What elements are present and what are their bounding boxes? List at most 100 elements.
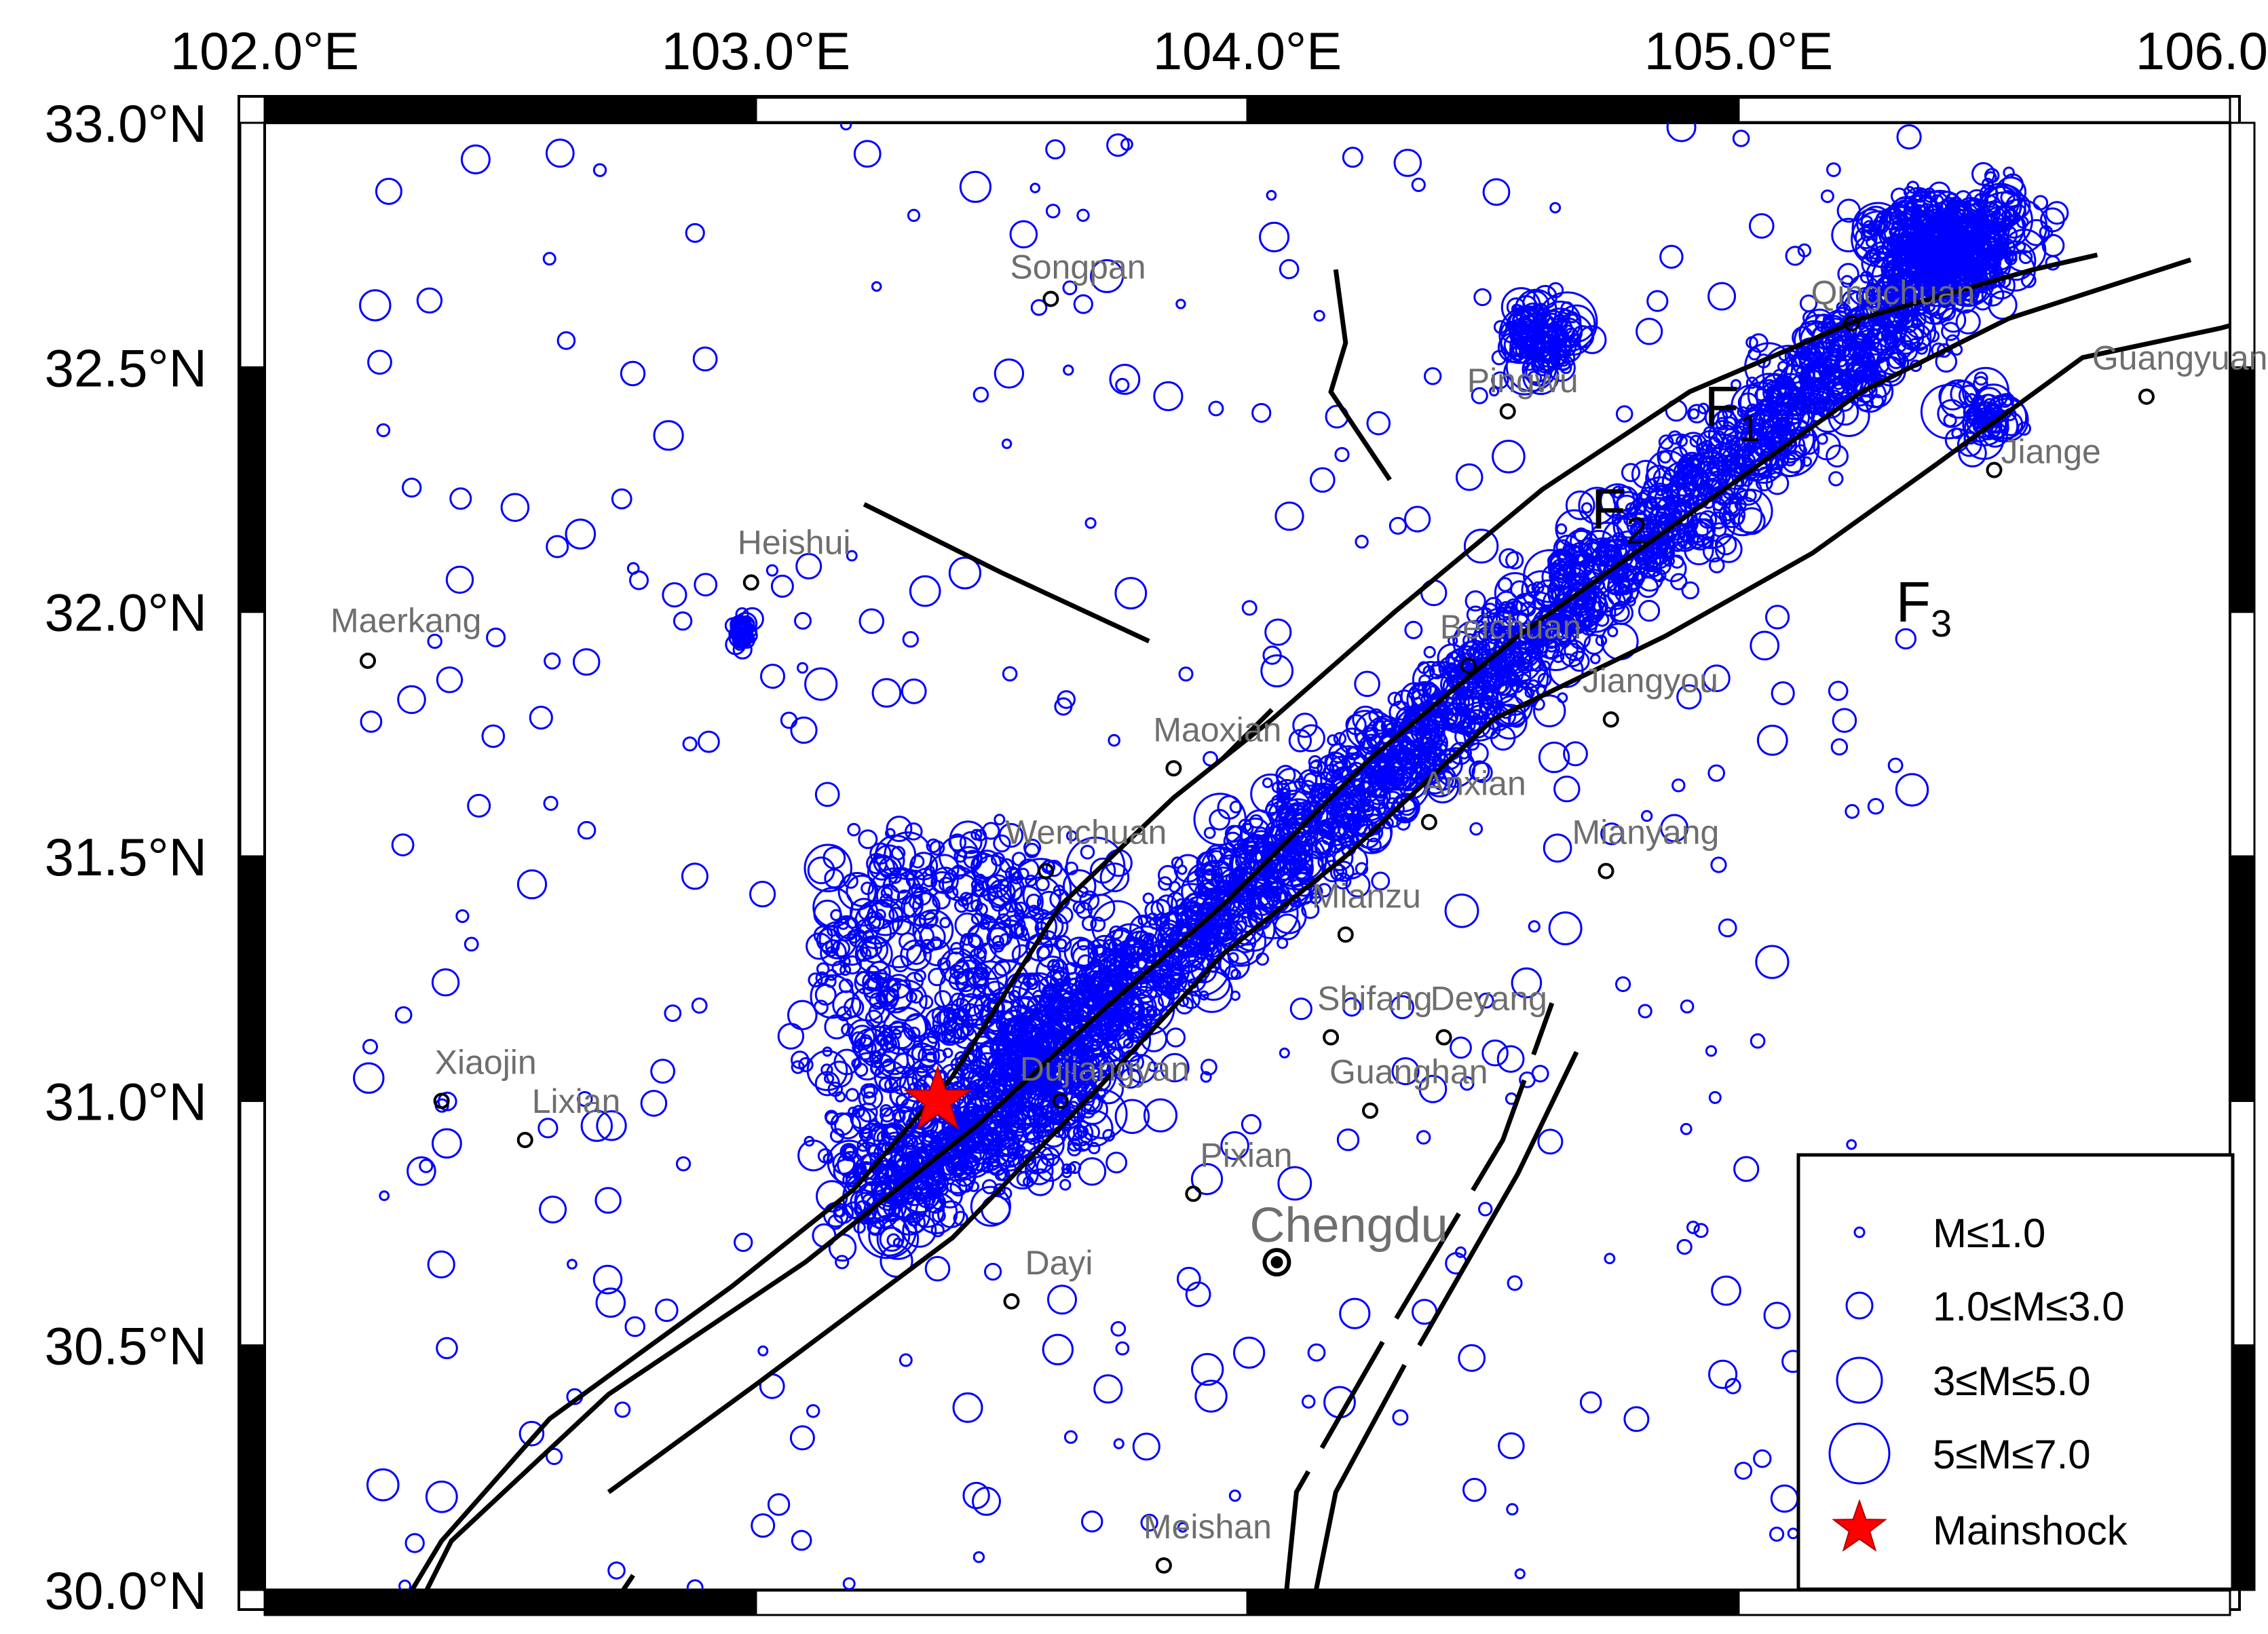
city-label: Jiange xyxy=(2001,433,2100,471)
city-label: Songpan xyxy=(1010,248,1146,286)
event-circle xyxy=(1463,529,1499,564)
event-circle xyxy=(1539,660,1551,672)
event-circle xyxy=(1464,590,1486,612)
lat-tick-label: 32.5°N xyxy=(45,338,207,398)
event-circle xyxy=(1565,490,1595,520)
event-circle xyxy=(1826,444,1849,468)
city-label: Guanghan xyxy=(1329,1053,1488,1091)
city-label: Heishui xyxy=(738,523,851,561)
city-label: Lixian xyxy=(532,1082,621,1120)
event-circle xyxy=(1368,708,1384,724)
lon-tick-label: 106.0°E xyxy=(2136,21,2268,81)
city-label: Anxian xyxy=(1422,765,1526,803)
event-circle xyxy=(1731,379,1741,390)
event-circle xyxy=(1555,509,1594,548)
city-label: Pixian xyxy=(1200,1136,1292,1174)
legend-label-m5-7: 5≤M≤7.0 xyxy=(1933,1432,2091,1477)
event-circle xyxy=(1326,843,1354,871)
frame-bottom-seg xyxy=(755,1589,1249,1616)
city-label: Xiaojin xyxy=(435,1043,537,1081)
event-circle xyxy=(1799,294,1818,313)
city-label: Maerkang xyxy=(330,602,481,640)
event-circle xyxy=(1709,511,1728,530)
city-label: Dayi xyxy=(1025,1244,1093,1282)
event-circle xyxy=(1171,856,1184,869)
event-circle xyxy=(1569,628,1591,650)
event-circle xyxy=(1988,290,2018,320)
event-circle xyxy=(1317,883,1332,898)
legend-label-m1-3: 1.0≤M≤3.0 xyxy=(1933,1284,2125,1329)
event-circle xyxy=(1550,552,1568,570)
event-circle xyxy=(1702,539,1726,563)
frame-bottom-seg xyxy=(1246,1589,1740,1616)
event-circle xyxy=(1595,634,1608,647)
event-circle xyxy=(1697,402,1709,415)
event-circle xyxy=(1308,760,1323,774)
lat-tick-label: 30.0°N xyxy=(45,1561,207,1620)
lat-tick-label: 31.0°N xyxy=(45,1071,207,1131)
lon-tick-label: 105.0°E xyxy=(1644,21,1833,81)
event-circle xyxy=(1303,772,1318,787)
event-circle xyxy=(1667,430,1682,445)
city-label: Meishan xyxy=(1144,1508,1272,1546)
event-circle xyxy=(1652,569,1667,583)
frame-left-seg xyxy=(239,366,266,613)
event-circle xyxy=(1638,600,1661,622)
city-label: Mianzu xyxy=(1312,877,1421,915)
frame-right-seg xyxy=(2229,855,2256,1102)
event-circle xyxy=(1341,806,1366,831)
city-label: Mianyang xyxy=(1572,814,1720,852)
lat-tick-label: 31.5°N xyxy=(45,827,207,887)
event-circle xyxy=(1776,376,1790,390)
event-circle xyxy=(1688,408,1700,420)
event-circle xyxy=(1396,816,1411,831)
lat-tick-label: 32.0°N xyxy=(45,583,207,643)
event-circle xyxy=(1685,521,1715,551)
event-circle xyxy=(1581,502,1593,514)
city-label: Dujiangyan xyxy=(1020,1050,1190,1088)
event-circle xyxy=(1689,434,1703,448)
frame-top-seg xyxy=(263,96,757,124)
lat-tick-label: 30.5°N xyxy=(45,1316,207,1376)
event-circle xyxy=(1120,1067,1141,1089)
event-circle xyxy=(1607,626,1619,638)
frame-bottom-seg xyxy=(1737,1589,2231,1616)
event-circle xyxy=(1937,343,1952,358)
city-marker-dot xyxy=(1270,1256,1283,1269)
frame-left-seg xyxy=(239,1099,266,1347)
lon-tick-label: 103.0°E xyxy=(662,21,850,81)
event-circle xyxy=(1583,634,1605,655)
event-circle xyxy=(1728,489,1773,534)
frame-right-seg xyxy=(2229,121,2256,368)
event-circle xyxy=(2000,190,2016,206)
lat-tick-label: 33.0°N xyxy=(45,94,207,153)
event-circle xyxy=(1116,962,1127,972)
city-label: Maoxian xyxy=(1153,710,1281,748)
event-circle xyxy=(879,1226,905,1252)
event-circle xyxy=(1955,309,1981,335)
event-circle xyxy=(1723,416,1737,430)
event-circle xyxy=(1276,792,1287,803)
event-circle xyxy=(1109,925,1124,940)
event-circle xyxy=(1698,510,1718,529)
frame-right-seg xyxy=(2229,366,2256,613)
frame-left-seg xyxy=(239,1344,266,1591)
event-circle xyxy=(1533,694,1566,727)
frame-left-seg xyxy=(239,611,266,858)
event-circle xyxy=(1309,892,1322,905)
city-label: Beichuan xyxy=(1440,608,1582,646)
frame-left-seg xyxy=(239,855,266,1102)
legend-label-m3-5: 3≤M≤5.0 xyxy=(1933,1358,2091,1404)
frame-right-seg xyxy=(2229,611,2256,858)
event-circle xyxy=(1621,463,1641,482)
lon-tick-label: 104.0°E xyxy=(1153,21,1342,81)
event-circle xyxy=(1487,612,1501,626)
city-label: Qingchuan xyxy=(1811,273,1976,311)
frame-top-seg xyxy=(755,96,1249,124)
event-circle xyxy=(2018,250,2033,265)
event-circle xyxy=(1755,474,1773,492)
event-circle xyxy=(1196,860,1234,898)
event-circle xyxy=(1209,809,1230,831)
event-circle xyxy=(1423,646,1436,659)
